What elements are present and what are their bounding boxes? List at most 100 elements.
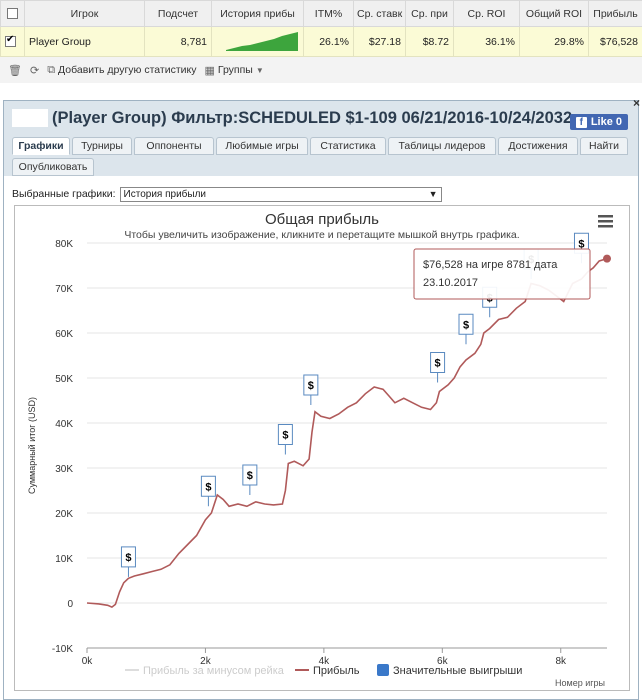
total-roi-value: 29.8% — [519, 26, 589, 57]
marker-label: $ — [463, 319, 469, 331]
x-tick-label: 4k — [319, 656, 331, 667]
profit-chart[interactable]: Общая прибыль Чтобы увеличить изображение… — [14, 205, 630, 691]
facebook-like-button[interactable]: f Like 0 — [569, 114, 628, 130]
close-icon[interactable]: × — [632, 96, 640, 110]
marker-box — [200, 475, 216, 497]
big-win-marker: $ — [458, 313, 474, 345]
series-line-profit — [86, 257, 608, 609]
menu-icon[interactable] — [598, 215, 613, 228]
count-value: 8,781 — [144, 26, 212, 57]
series-endpoint — [603, 254, 611, 263]
marker-box — [458, 313, 474, 335]
y-tick-label: 50K — [55, 374, 73, 385]
chart-subtitle: Чтобы увеличить изображение, кликните и … — [124, 229, 519, 241]
groups-dropdown[interactable]: ▦ Группы ▼ — [204, 64, 264, 77]
column-header-player[interactable]: Игрок — [24, 0, 145, 27]
column-header-profit[interactable]: Прибыль — [588, 0, 642, 27]
marker-label: $ — [247, 470, 253, 482]
menu-icon-bar — [598, 220, 613, 223]
avg-profit-value: $8.72 — [405, 26, 454, 57]
big-win-marker: $ — [120, 546, 136, 577]
big-win-marker: $ — [242, 464, 258, 495]
row-checkbox[interactable] — [0, 26, 25, 57]
x-tick-label: 6k — [437, 656, 449, 667]
marker-box — [242, 464, 258, 486]
legend-item-net: Прибыль за минусом рейка — [143, 665, 285, 677]
add-icon: ⧉ — [47, 63, 56, 76]
y-tick-label: 10K — [55, 554, 73, 565]
marker-box — [120, 546, 136, 568]
legend-item-profit: Прибыль — [313, 665, 360, 677]
x-axis-label: Номер игры — [555, 678, 605, 688]
profit-value: $76,528 — [588, 26, 642, 57]
redacted-name — [12, 109, 48, 127]
big-win-marker: $ — [200, 475, 216, 507]
column-header-total-roi[interactable]: Общий ROI — [519, 0, 589, 27]
tab-opponents[interactable]: Оппоненты — [134, 137, 214, 155]
stats-header-row: Игрок Подсчет История прибы ITM% Ср. ста… — [0, 0, 642, 27]
tab-search[interactable]: Найти — [580, 137, 628, 155]
y-tick-label: 60K — [55, 329, 73, 340]
big-win-marker: $ — [277, 424, 293, 455]
column-header-history[interactable]: История прибы — [211, 0, 304, 27]
y-tick-label: -10K — [52, 644, 73, 655]
tab-leaderboards[interactable]: Таблицы лидеров — [388, 137, 496, 155]
big-win-marker: $ — [573, 232, 589, 264]
stats-table: Игрок Подсчет История прибы ITM% Ср. ста… — [0, 0, 642, 83]
column-header-avg-profit[interactable]: Ср. при — [405, 0, 454, 27]
add-stat-button[interactable]: ⧉ Добавить другую статистику — [47, 63, 197, 77]
table-row[interactable]: Player Group 8,781 26.1% $27.18 $8.72 36… — [0, 26, 642, 57]
facebook-icon: f — [575, 116, 587, 128]
marker-box — [303, 374, 319, 396]
select-all-checkbox[interactable] — [0, 0, 25, 27]
tab-favorite-games[interactable]: Любимые игры — [216, 137, 308, 155]
panel-header: × (Player Group) Фильтр:SCHEDULED $1-109… — [4, 96, 640, 135]
player-panel: × (Player Group) Фильтр:SCHEDULED $1-109… — [3, 96, 640, 700]
tab-achievements[interactable]: Достижения — [498, 137, 578, 155]
tab-publish[interactable]: Опубликовать — [12, 158, 94, 176]
tooltip-box — [413, 248, 591, 300]
y-tick-label: 20K — [55, 509, 73, 520]
y-tick-label: 80K — [55, 239, 73, 250]
tab-tournaments[interactable]: Турниры — [72, 137, 132, 155]
y-tick-label: 40K — [55, 419, 73, 430]
marker-label: $ — [282, 430, 288, 442]
player-name: Player Group — [24, 26, 145, 57]
chevron-down-icon: ▼ — [255, 65, 264, 75]
marker-label: $ — [435, 358, 441, 370]
marker-box — [430, 352, 446, 373]
tab-charts[interactable]: Графики — [12, 137, 70, 155]
menu-icon-bar — [598, 225, 613, 228]
history-sparkline — [211, 26, 304, 57]
legend-item-big-wins: Значительные выигрыши — [393, 665, 522, 677]
tab-statistics[interactable]: Статистика — [310, 137, 386, 155]
itm-value: 26.1% — [303, 26, 354, 57]
chart-tooltip — [413, 248, 591, 300]
tooltip-line-2: 23.10.2017 — [423, 277, 478, 289]
column-header-avg-stake[interactable]: Ср. ставк — [353, 0, 406, 27]
column-header-avg-roi[interactable]: Ср. ROI — [453, 0, 520, 27]
chart-selector-label: Выбранные графики: — [12, 188, 116, 200]
refresh-icon[interactable]: ⟳ — [29, 64, 40, 77]
marker-label: $ — [205, 481, 211, 493]
y-tick-label: 0 — [67, 599, 73, 610]
x-tick-label: 8k — [555, 656, 567, 667]
chart-selector[interactable]: История прибыли ▼ — [119, 186, 442, 202]
big-win-marker: $ — [430, 352, 446, 383]
y-tick-label: 70K — [55, 284, 73, 295]
y-axis-label: Суммарный итог (USD) — [27, 397, 37, 494]
marker-box — [277, 424, 293, 445]
chart-title: Общая прибыль — [265, 211, 379, 228]
stats-toolbar: 🗑 ⟳ ⧉ Добавить другую статистику ▦ Групп… — [0, 57, 642, 83]
avg-roi-value: 36.1% — [453, 26, 520, 57]
column-header-count[interactable]: Подсчет — [144, 0, 212, 27]
y-tick-label: 30K — [55, 464, 73, 475]
trash-icon[interactable]: 🗑 — [8, 64, 22, 77]
table-icon: ▦ — [204, 64, 215, 77]
x-tick-label: 0k — [82, 656, 94, 667]
column-header-itm[interactable]: ITM% — [303, 0, 354, 27]
marker-label: $ — [308, 380, 314, 392]
marker-label: $ — [125, 552, 131, 564]
avg-stake-value: $27.18 — [353, 26, 406, 57]
